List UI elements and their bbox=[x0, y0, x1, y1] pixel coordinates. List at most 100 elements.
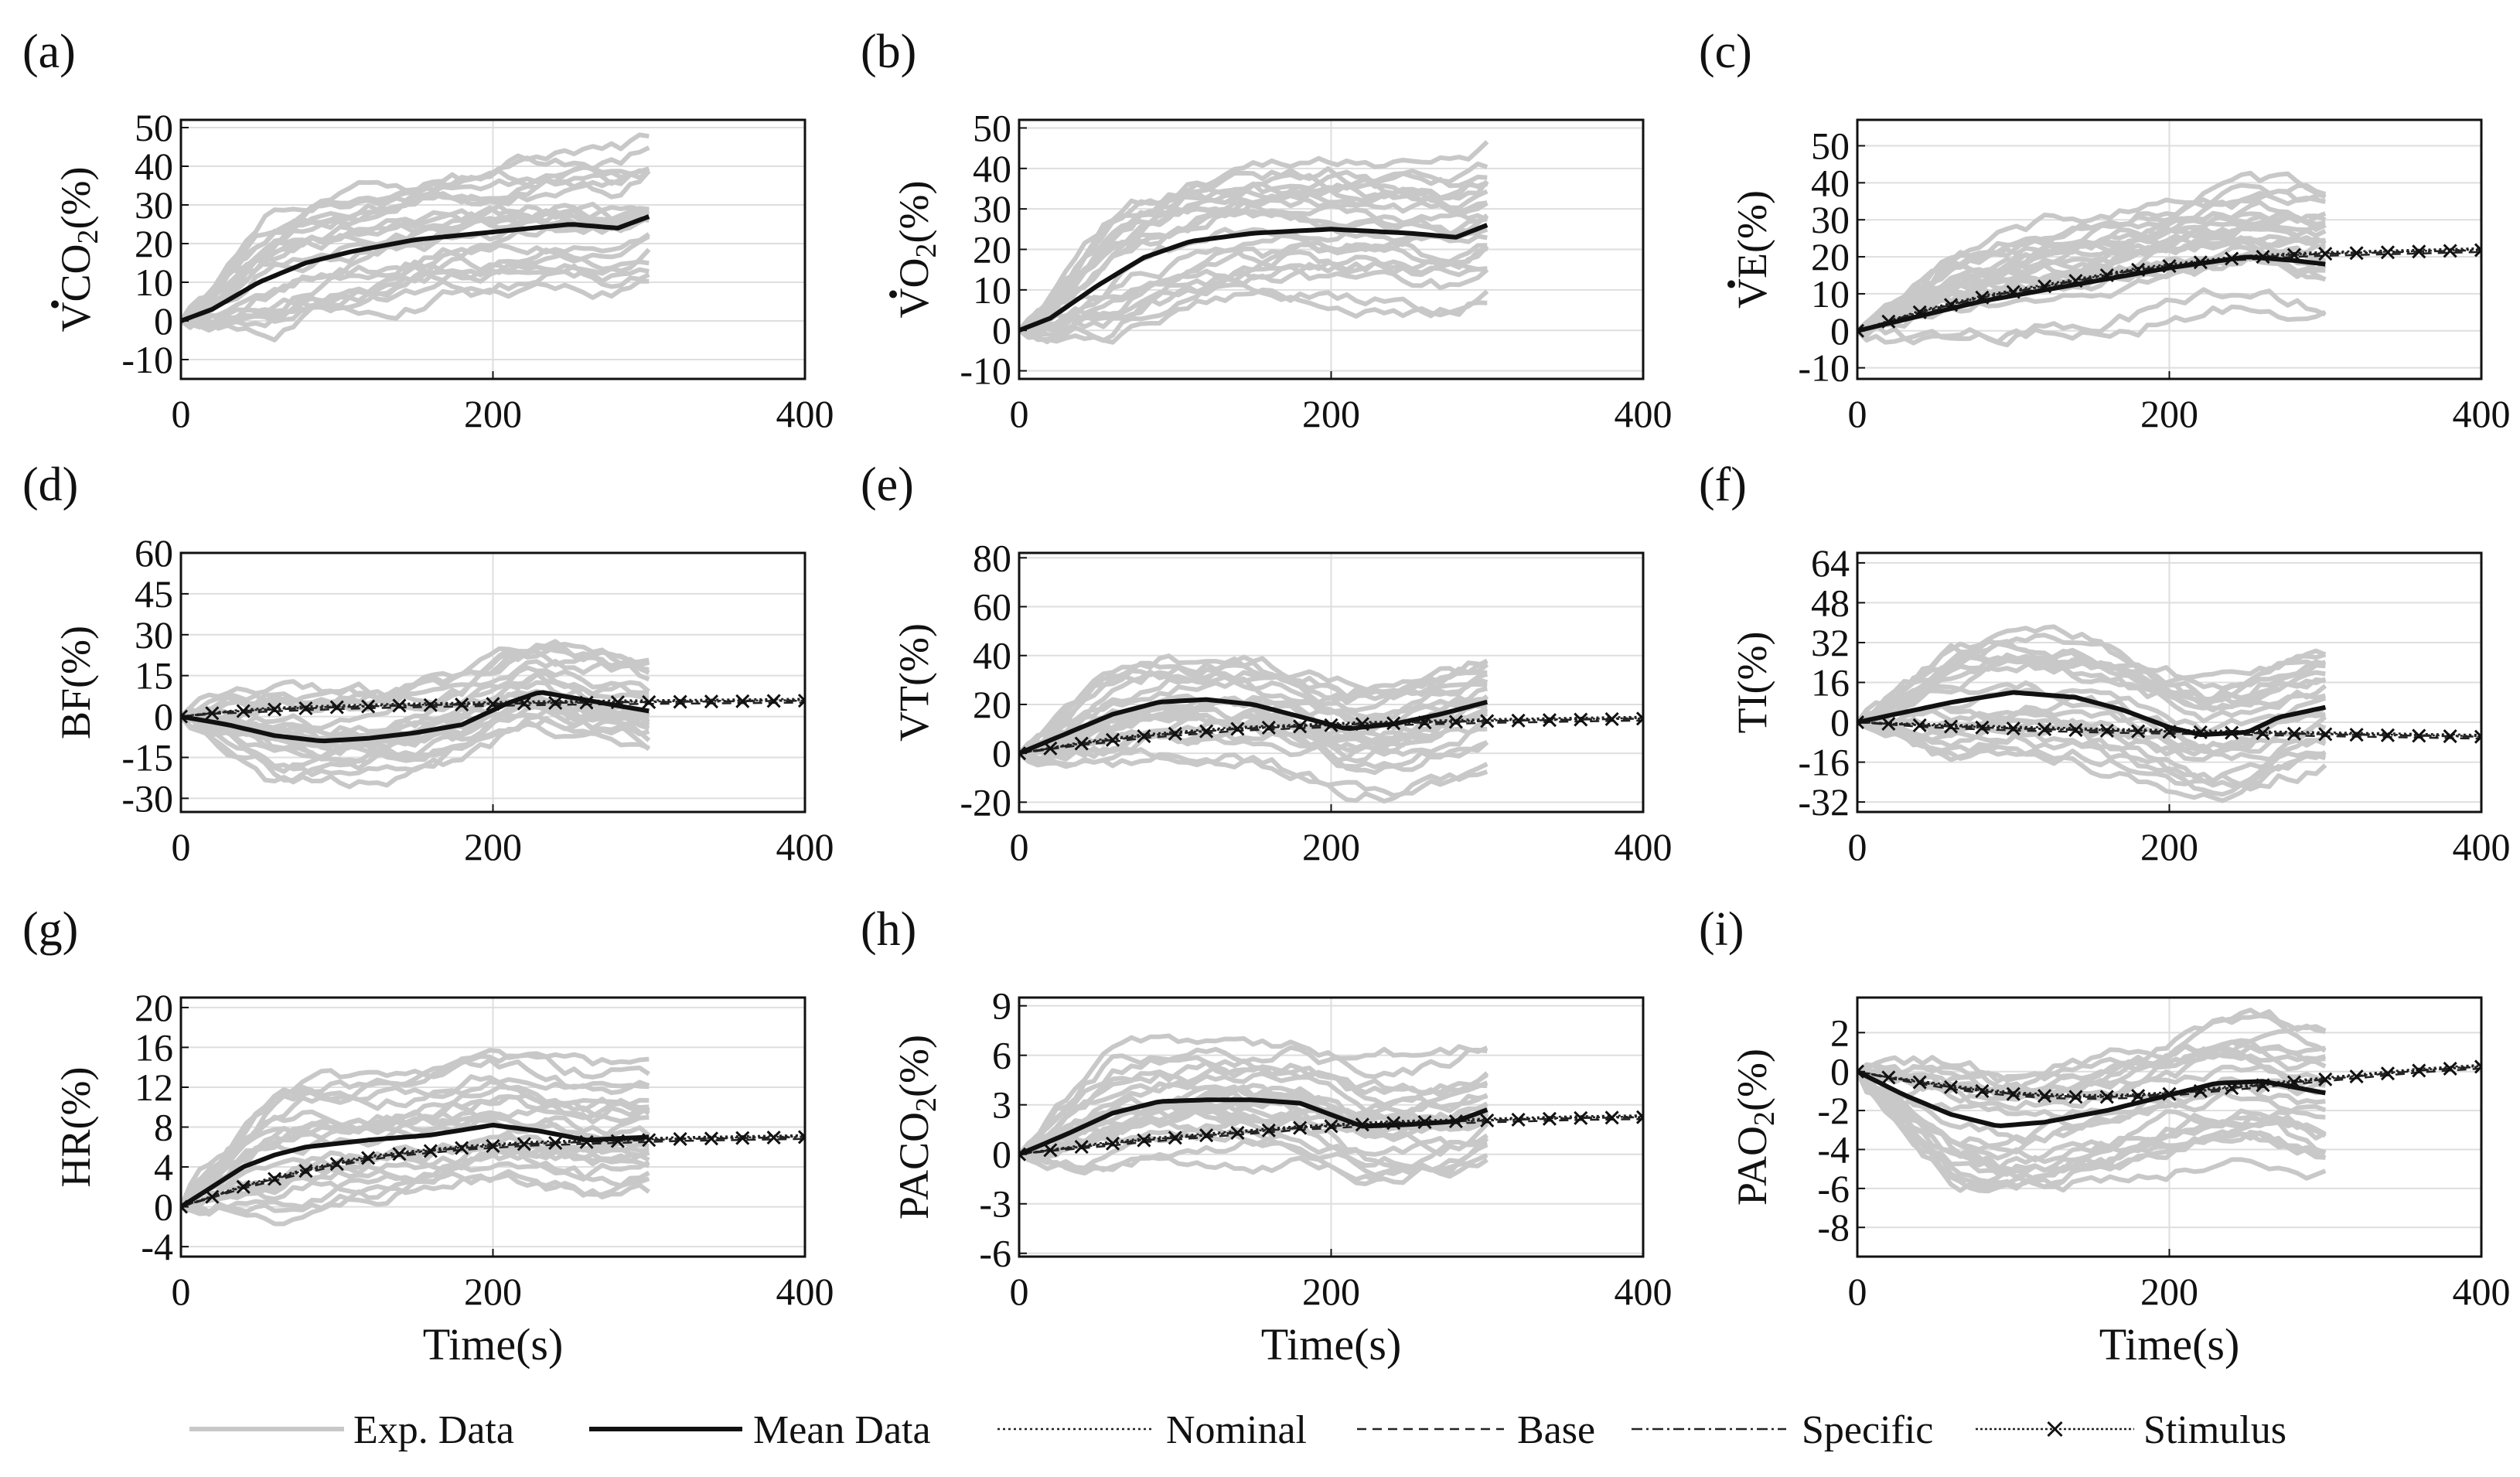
y-tick-label: -15 bbox=[121, 735, 173, 779]
exp-data-trace bbox=[1857, 716, 2327, 756]
exp-data-trace bbox=[1857, 1069, 2326, 1155]
stimulus-marker bbox=[1293, 719, 1308, 734]
x-tick-label: 400 bbox=[776, 392, 834, 435]
exp-data-trace bbox=[1857, 657, 2327, 724]
stimulus-marker bbox=[2474, 243, 2481, 258]
y-axis-label: PAO2(%) bbox=[1729, 1049, 1781, 1206]
exp-data-trace bbox=[181, 1134, 650, 1209]
exp-data-trace bbox=[1019, 719, 1489, 769]
x-tick-label: 400 bbox=[2453, 825, 2511, 868]
stimulus-marker bbox=[486, 1138, 500, 1154]
x-tick-label: 200 bbox=[1302, 825, 1360, 868]
stimulus-marker bbox=[1857, 323, 1865, 338]
exp-data-trace bbox=[181, 145, 650, 322]
exp-data-trace bbox=[1019, 654, 1488, 756]
stimulus-marker bbox=[455, 1141, 469, 1155]
stimulus-marker bbox=[2286, 726, 2301, 741]
exp-data-trace bbox=[1019, 242, 1489, 336]
mean-data-curve bbox=[181, 1122, 650, 1209]
mean-data-curve bbox=[1019, 1097, 1488, 1157]
stimulus-marker bbox=[1137, 1133, 1151, 1148]
y-tick-label: -8 bbox=[1817, 1206, 1850, 1249]
mean-data-curve bbox=[1857, 690, 2326, 738]
exp-data-trace bbox=[181, 264, 650, 328]
stimulus-marker bbox=[2037, 1089, 2052, 1103]
stimulus-marker bbox=[1168, 1131, 1182, 1145]
y-tick-label: 8 bbox=[154, 1106, 173, 1149]
y-tick-label: -30 bbox=[121, 776, 173, 820]
stimulus-marker bbox=[735, 1131, 750, 1145]
nominal-curve bbox=[1857, 721, 2481, 736]
base-curve bbox=[1019, 1117, 1643, 1155]
base-curve bbox=[1857, 721, 2481, 740]
y-tick-label: 16 bbox=[135, 1025, 173, 1069]
exp-data-trace bbox=[1019, 240, 1488, 333]
stimulus-marker bbox=[1542, 1111, 1557, 1126]
y-tick-label: 16 bbox=[1811, 661, 1850, 704]
y-tick-label: 12 bbox=[135, 1066, 173, 1109]
x-tick-label: 400 bbox=[1615, 825, 1673, 868]
stimulus-marker bbox=[1137, 728, 1151, 744]
y-tick-label: -2 bbox=[1817, 1089, 1850, 1132]
y-tick-label: 60 bbox=[973, 585, 1011, 629]
x-tick-label: 200 bbox=[2140, 392, 2198, 435]
exp-data-trace bbox=[1857, 1069, 2327, 1189]
y-tick-label: -3 bbox=[979, 1182, 1011, 1226]
stimulus-marker bbox=[2349, 1069, 2364, 1084]
y-tick-label: 0 bbox=[992, 732, 1011, 775]
y-tick-label: 10 bbox=[135, 261, 173, 304]
exp-data-trace bbox=[181, 1171, 651, 1226]
exp-data-trace bbox=[1857, 1070, 2326, 1194]
nominal-curve bbox=[181, 698, 805, 718]
exp-data-trace bbox=[1019, 1055, 1488, 1157]
y-tick-label: 9 bbox=[992, 984, 1011, 1028]
mean-data-curve bbox=[1019, 223, 1488, 333]
legend: Exp. Data Mean Data Nominal Base Specific Sti… bbox=[189, 1408, 2286, 1452]
stimulus-marker bbox=[797, 694, 805, 708]
exp-data-trace bbox=[1857, 235, 2326, 334]
y-tick-label: 60 bbox=[135, 531, 173, 575]
exp-data-trace bbox=[1857, 1069, 2327, 1163]
x-tick-label: 0 bbox=[1010, 825, 1029, 868]
y-tick-label: 20 bbox=[1811, 235, 1850, 278]
panel-h: 0 200 400 -6 -3 0 3 6 9 (h) PACO2(%) Time(s) bbox=[861, 903, 1673, 1370]
stimulus-marker bbox=[2380, 1066, 2396, 1081]
y-tick-label: 3 bbox=[992, 1083, 1011, 1127]
x-tick-label: 200 bbox=[2140, 1270, 2198, 1313]
y-axis-label: HR(%) bbox=[53, 1067, 99, 1188]
stimulus-marker bbox=[1199, 1128, 1214, 1143]
stimulus-marker bbox=[1480, 1113, 1495, 1128]
y-axis-label: VO2(%) bbox=[891, 181, 943, 319]
y-tick-label: 50 bbox=[973, 106, 1011, 149]
stimulus-marker bbox=[1604, 1110, 1619, 1125]
y-tick-label: -6 bbox=[1817, 1167, 1850, 1210]
stimulus-marker bbox=[704, 694, 719, 709]
y-tick-label: 40 bbox=[973, 147, 1011, 190]
exp-data-trace bbox=[181, 132, 650, 323]
stimulus-marker bbox=[1448, 715, 1463, 729]
y-tick-label: 30 bbox=[973, 187, 1011, 230]
exp-data-trace bbox=[1019, 1071, 1488, 1157]
x-tick-label: 0 bbox=[1848, 825, 1867, 868]
exp-data-trace bbox=[181, 168, 650, 322]
exp-data-trace bbox=[181, 232, 650, 323]
panel-label: (d) bbox=[22, 459, 78, 511]
panel-label: (b) bbox=[861, 26, 916, 78]
y-tick-label: 20 bbox=[973, 228, 1011, 271]
mean-data-curve bbox=[1857, 254, 2326, 333]
stimulus-curve bbox=[1019, 717, 1643, 755]
exp-data-trace bbox=[1857, 719, 2326, 787]
x-axis-label: Time(s) bbox=[2099, 1319, 2240, 1370]
stimulus-marker bbox=[1230, 1125, 1245, 1141]
stimulus-marker bbox=[236, 1179, 251, 1194]
stimulus-marker bbox=[2412, 1063, 2426, 1078]
y-tick-label: 20 bbox=[135, 222, 173, 265]
y-tick-label: -4 bbox=[141, 1225, 173, 1268]
stimulus-marker bbox=[1168, 726, 1182, 741]
exp-data-trace bbox=[1019, 287, 1489, 345]
stimulus-marker bbox=[1635, 711, 1643, 726]
stimulus-marker bbox=[2318, 1072, 2333, 1086]
nominal-curve bbox=[1019, 715, 1643, 755]
x-tick-label: 0 bbox=[1848, 392, 1867, 435]
